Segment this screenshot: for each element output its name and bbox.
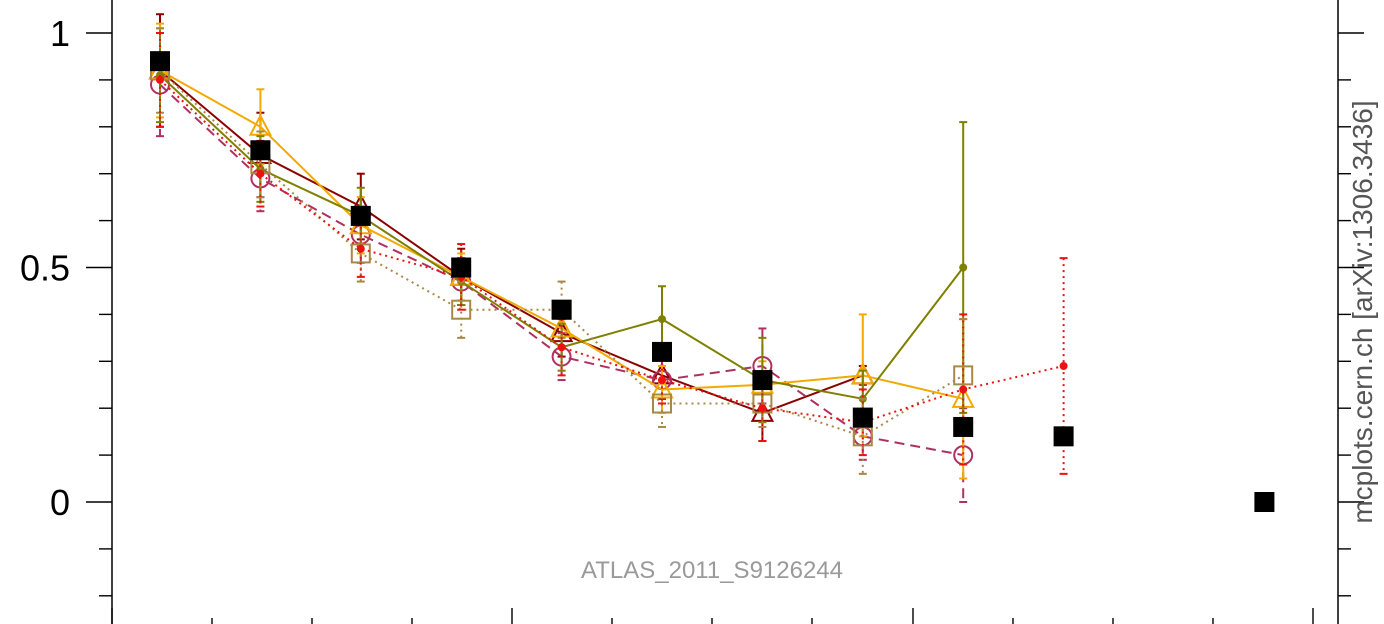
data-point (356, 244, 365, 253)
y-tick-labels: 00.51 (20, 13, 70, 523)
series-5 (150, 27, 974, 475)
data-point (953, 365, 974, 386)
series-line (159, 79, 1064, 424)
series-layer (148, 13, 1275, 512)
data-point (658, 315, 666, 324)
series-line (159, 83, 964, 457)
axes-frame (111, 0, 1339, 624)
data-point (451, 257, 472, 278)
data-point (953, 416, 974, 437)
data-point (248, 113, 273, 136)
data-point (551, 299, 572, 320)
data-point (650, 376, 674, 399)
axis-ticks (86, 32, 1364, 624)
data-point (1053, 426, 1074, 447)
data-point (959, 263, 968, 272)
data-point (150, 51, 170, 72)
data-point (451, 299, 472, 320)
data-point (852, 407, 873, 428)
data-point (959, 385, 968, 394)
data-point (350, 243, 371, 264)
data-point (758, 404, 767, 413)
watermark-label: ATLAS_2011_S9126244 (581, 557, 843, 584)
y-tick-label: 1 (50, 13, 70, 54)
data-point (1254, 492, 1275, 512)
data-point (256, 169, 265, 178)
series-0 (150, 51, 1275, 512)
data-point (652, 341, 672, 362)
series-line (159, 69, 964, 438)
data-point (1059, 361, 1068, 370)
side-credit-label: mcplots.cern.ch [arXiv:1306.3436] (1347, 100, 1378, 523)
data-point (557, 343, 566, 352)
series-line (159, 69, 864, 414)
series-3 (148, 22, 975, 480)
data-point (350, 205, 371, 226)
y-tick-label: 0 (50, 482, 70, 523)
y-tick-label: 0.5 (20, 248, 70, 289)
data-point (250, 140, 271, 161)
data-point (156, 75, 164, 84)
data-point (752, 370, 773, 391)
series-6 (156, 32, 1068, 475)
data-point (658, 376, 666, 385)
